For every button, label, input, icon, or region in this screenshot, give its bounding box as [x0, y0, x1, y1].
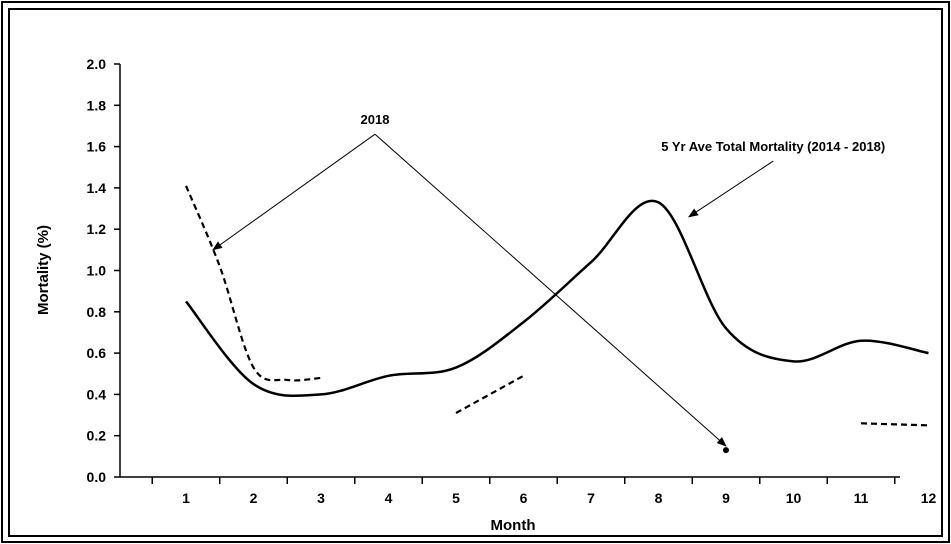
x-tick-label: 1 — [182, 490, 190, 506]
y-tick-label: 1.2 — [87, 221, 107, 237]
y-tick-label: 1.0 — [87, 263, 107, 279]
y-tick-label: 1.4 — [87, 180, 107, 196]
y-tick-label: 1.6 — [87, 139, 107, 155]
series-line-5yr-average — [185, 199, 929, 398]
series-line-2018-segment — [455, 374, 525, 414]
y-tick-label: 2.0 — [87, 56, 107, 72]
series-point-2018 — [723, 447, 729, 454]
x-axis-title: Month — [491, 517, 536, 534]
y-ticks: 0.0 0.2 0.4 0.6 0.8 1.0 1.2 1.4 1.6 1.8 2.0 — [87, 56, 120, 485]
x-tick-label: 2 — [250, 490, 258, 506]
x-tick-label: 4 — [385, 490, 393, 506]
y-axis-title: Mortality (%) — [35, 225, 52, 315]
x-tick-label: 3 — [317, 490, 325, 506]
x-tick-label: 8 — [655, 490, 663, 506]
x-ticks: 1 2 3 4 5 6 7 8 9 10 11 12 — [151, 477, 937, 506]
x-tick-label: 10 — [786, 490, 802, 506]
x-tick-label: 7 — [587, 490, 595, 506]
y-tick-label: 0.2 — [87, 428, 107, 444]
x-tick-label: 5 — [452, 490, 460, 506]
annotation-label: 2018 — [361, 112, 390, 127]
x-tick-label: 9 — [722, 490, 730, 506]
y-tick-label: 0.0 — [87, 469, 107, 485]
y-tick-label: 0.4 — [87, 386, 107, 402]
inner-frame — [8, 8, 943, 537]
axes — [119, 64, 900, 478]
series-line-2018-segment — [184, 185, 322, 382]
x-tick-label: 11 — [854, 490, 869, 506]
series — [184, 185, 929, 454]
y-tick-label: 0.6 — [87, 345, 107, 361]
x-tick-label: 6 — [520, 490, 528, 506]
annotation-arrow — [212, 133, 376, 251]
y-tick-label: 1.8 — [87, 97, 107, 113]
y-tick-label: 0.8 — [87, 304, 107, 320]
annotations: 2018 5 Yr Ave Total Mortality (2014 - 201… — [212, 112, 885, 447]
annotation-arrow — [688, 160, 774, 218]
annotation-label: 5 Yr Ave Total Mortality (2014 - 2018) — [661, 139, 885, 154]
annotation-arrow — [374, 133, 727, 447]
series-line-2018-segment — [860, 422, 929, 427]
x-tick-label: 12 — [921, 490, 937, 506]
